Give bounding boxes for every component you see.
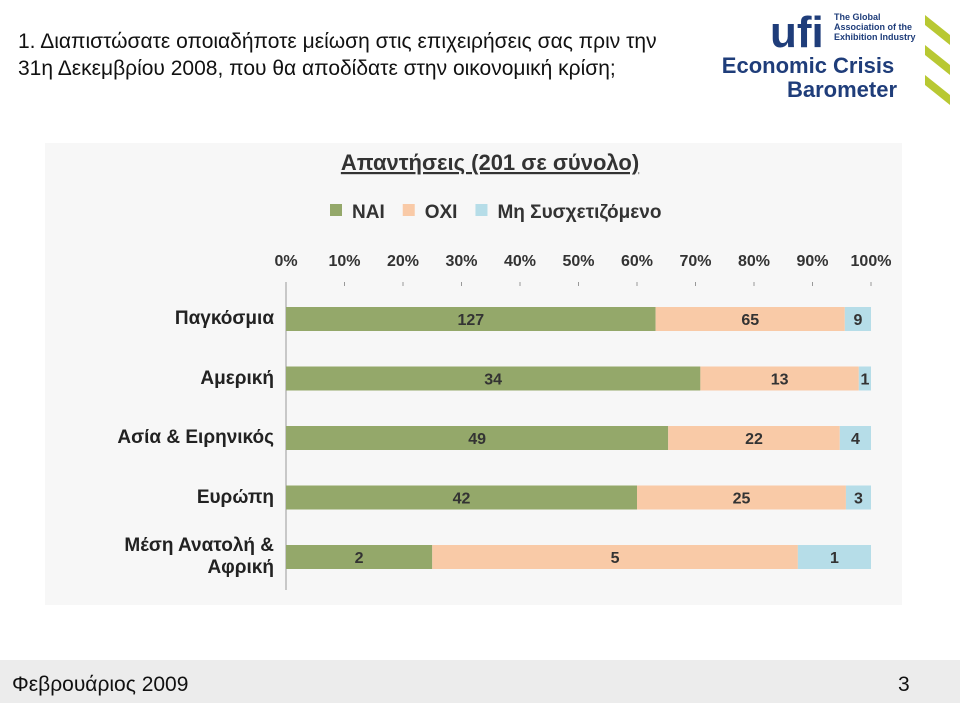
bar-segment [286, 426, 669, 450]
bar-segment [845, 485, 871, 510]
page-number: 3 [898, 673, 910, 696]
bar-segment [286, 307, 656, 331]
bar-segment [655, 307, 845, 331]
bar-segment [637, 485, 846, 510]
legend-label: ΟΧΙ [425, 202, 458, 223]
category-label: Μέση Ανατολή & Αφρική [124, 535, 274, 578]
logo-tagline: The Global Association of the Exhibition… [834, 12, 916, 42]
bar-segment [839, 426, 871, 450]
logo-chevron [925, 15, 950, 45]
bar-segment [286, 545, 433, 569]
value-label: 1 [860, 372, 869, 389]
bar-segment [797, 545, 871, 569]
category-label: Ασία & Ειρηνικός [117, 427, 274, 448]
x-tick-label: 90% [796, 253, 828, 270]
value-label: 127 [457, 312, 484, 329]
x-tick-label: 70% [679, 253, 711, 270]
value-label: 25 [733, 491, 751, 508]
value-label: 49 [468, 431, 486, 448]
legend-label: ΝΑΙ [352, 202, 385, 223]
logo-chevron [925, 45, 950, 75]
x-tick-label: 100% [851, 253, 892, 270]
x-tick-label: 60% [621, 253, 653, 270]
logo-brand: ufi [770, 8, 824, 57]
value-label: 9 [853, 312, 862, 329]
value-label: 1 [830, 550, 839, 567]
value-label: 22 [745, 431, 763, 448]
value-label: 42 [453, 491, 471, 508]
legend-swatch [330, 204, 342, 216]
logo-chevron [925, 75, 950, 105]
footer-band [0, 660, 960, 703]
value-label: 34 [484, 372, 502, 389]
bar-segment [286, 366, 701, 391]
slide-title: 1. Διαπιστώσατε οποιαδήποτε μείωση στις … [18, 30, 657, 80]
value-label: 2 [355, 550, 364, 567]
category-label: Παγκόσμια [174, 308, 274, 329]
legend-swatch [475, 204, 488, 216]
legend-label: Μη Συσχετιζόμενο [497, 202, 661, 223]
chart-title: Απαντήσεις (201 σε σύνολο) [341, 150, 639, 175]
value-label: 5 [611, 550, 620, 567]
x-tick-label: 30% [445, 253, 477, 270]
value-label: 4 [851, 431, 860, 448]
bar-segment [286, 485, 637, 510]
category-label: Ευρώπη [196, 486, 274, 508]
logo-line: Barometer [787, 77, 897, 102]
value-label: 3 [854, 491, 863, 508]
logo-line: Economic Crisis [722, 53, 894, 78]
value-label: 65 [741, 312, 759, 329]
x-tick-label: 0% [274, 253, 297, 270]
x-tick-label: 80% [738, 253, 770, 270]
x-tick-label: 50% [562, 253, 594, 270]
bar-segment [844, 307, 871, 331]
value-label: 13 [771, 372, 789, 389]
x-tick-label: 20% [387, 253, 419, 270]
bar-segment [668, 426, 840, 450]
category-label: Αμερική [200, 367, 274, 389]
x-tick-label: 10% [328, 253, 360, 270]
bar-segment [858, 366, 871, 391]
bar-segment [700, 366, 859, 391]
footer-date: Φεβρουάριος 2009 [12, 673, 189, 696]
legend-swatch [402, 204, 415, 216]
bar-segment [432, 545, 798, 569]
x-tick-label: 40% [504, 253, 536, 270]
